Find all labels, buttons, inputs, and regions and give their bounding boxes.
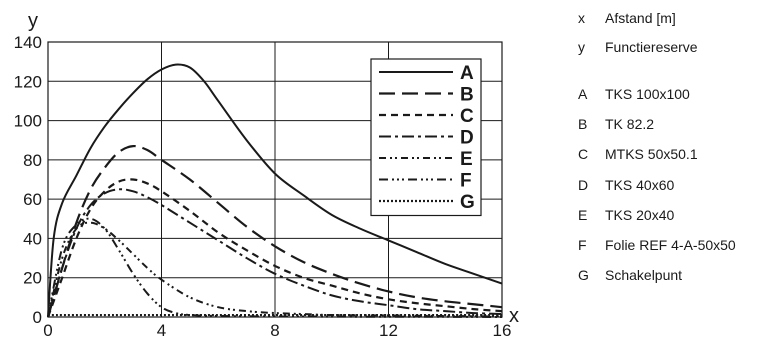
series-layer	[46, 63, 503, 318]
key-text: Functiereserve	[605, 39, 698, 55]
y-tick-label: 20	[23, 269, 42, 288]
y-axis-label: y	[28, 10, 38, 32]
x-tick-label: 16	[493, 321, 512, 340]
legend-label-g: G	[460, 192, 475, 213]
x-tick-label: 12	[379, 321, 398, 340]
series-line-c	[46, 178, 503, 318]
key-text: TKS 100x100	[605, 86, 690, 102]
series-line-a	[47, 63, 503, 318]
legend-label-f: F	[460, 171, 472, 192]
y-tick-label: 100	[14, 112, 42, 131]
key-text: TKS 20x40	[605, 207, 675, 223]
key-text: TKS 40x60	[605, 177, 675, 193]
key-code: C	[578, 146, 589, 162]
key-text: Folie REF 4-A-50x50	[605, 237, 736, 253]
key-code: y	[578, 39, 585, 55]
legend-label-d: D	[460, 128, 474, 149]
legend-label-c: C	[460, 106, 474, 127]
y-tick-label: 60	[23, 190, 42, 209]
key-code: x	[578, 10, 585, 26]
series-line-b	[46, 144, 503, 318]
legend-label-e: E	[460, 149, 473, 170]
key-text: Afstand [m]	[605, 10, 676, 26]
y-tick-label: 0	[33, 308, 42, 327]
key-text: TK 82.2	[605, 116, 655, 132]
x-axis-label: x	[509, 305, 519, 327]
tick-labels: 0 20 40 60 80 100 120 140 0 4 8 12 16	[14, 33, 512, 340]
key-code: B	[578, 116, 588, 132]
series-line-d	[47, 188, 503, 318]
x-tick-label: 8	[270, 321, 279, 340]
key-code: F	[578, 237, 587, 253]
key-code: A	[578, 86, 588, 102]
key-text: Schakelpunt	[605, 267, 683, 283]
key-code: G	[578, 267, 589, 283]
key-code: E	[578, 207, 588, 223]
key-text: MTKS 50x50.1	[605, 146, 698, 162]
legend-label-a: A	[460, 63, 474, 84]
y-tick-label: 140	[14, 33, 42, 52]
legend-label-b: B	[460, 85, 474, 106]
x-tick-label: 4	[157, 321, 166, 340]
y-tick-label: 80	[23, 151, 42, 170]
y-tick-label: 120	[14, 72, 42, 91]
x-tick-label: 0	[43, 321, 52, 340]
key-code: D	[578, 177, 589, 193]
y-tick-label: 40	[23, 229, 42, 248]
